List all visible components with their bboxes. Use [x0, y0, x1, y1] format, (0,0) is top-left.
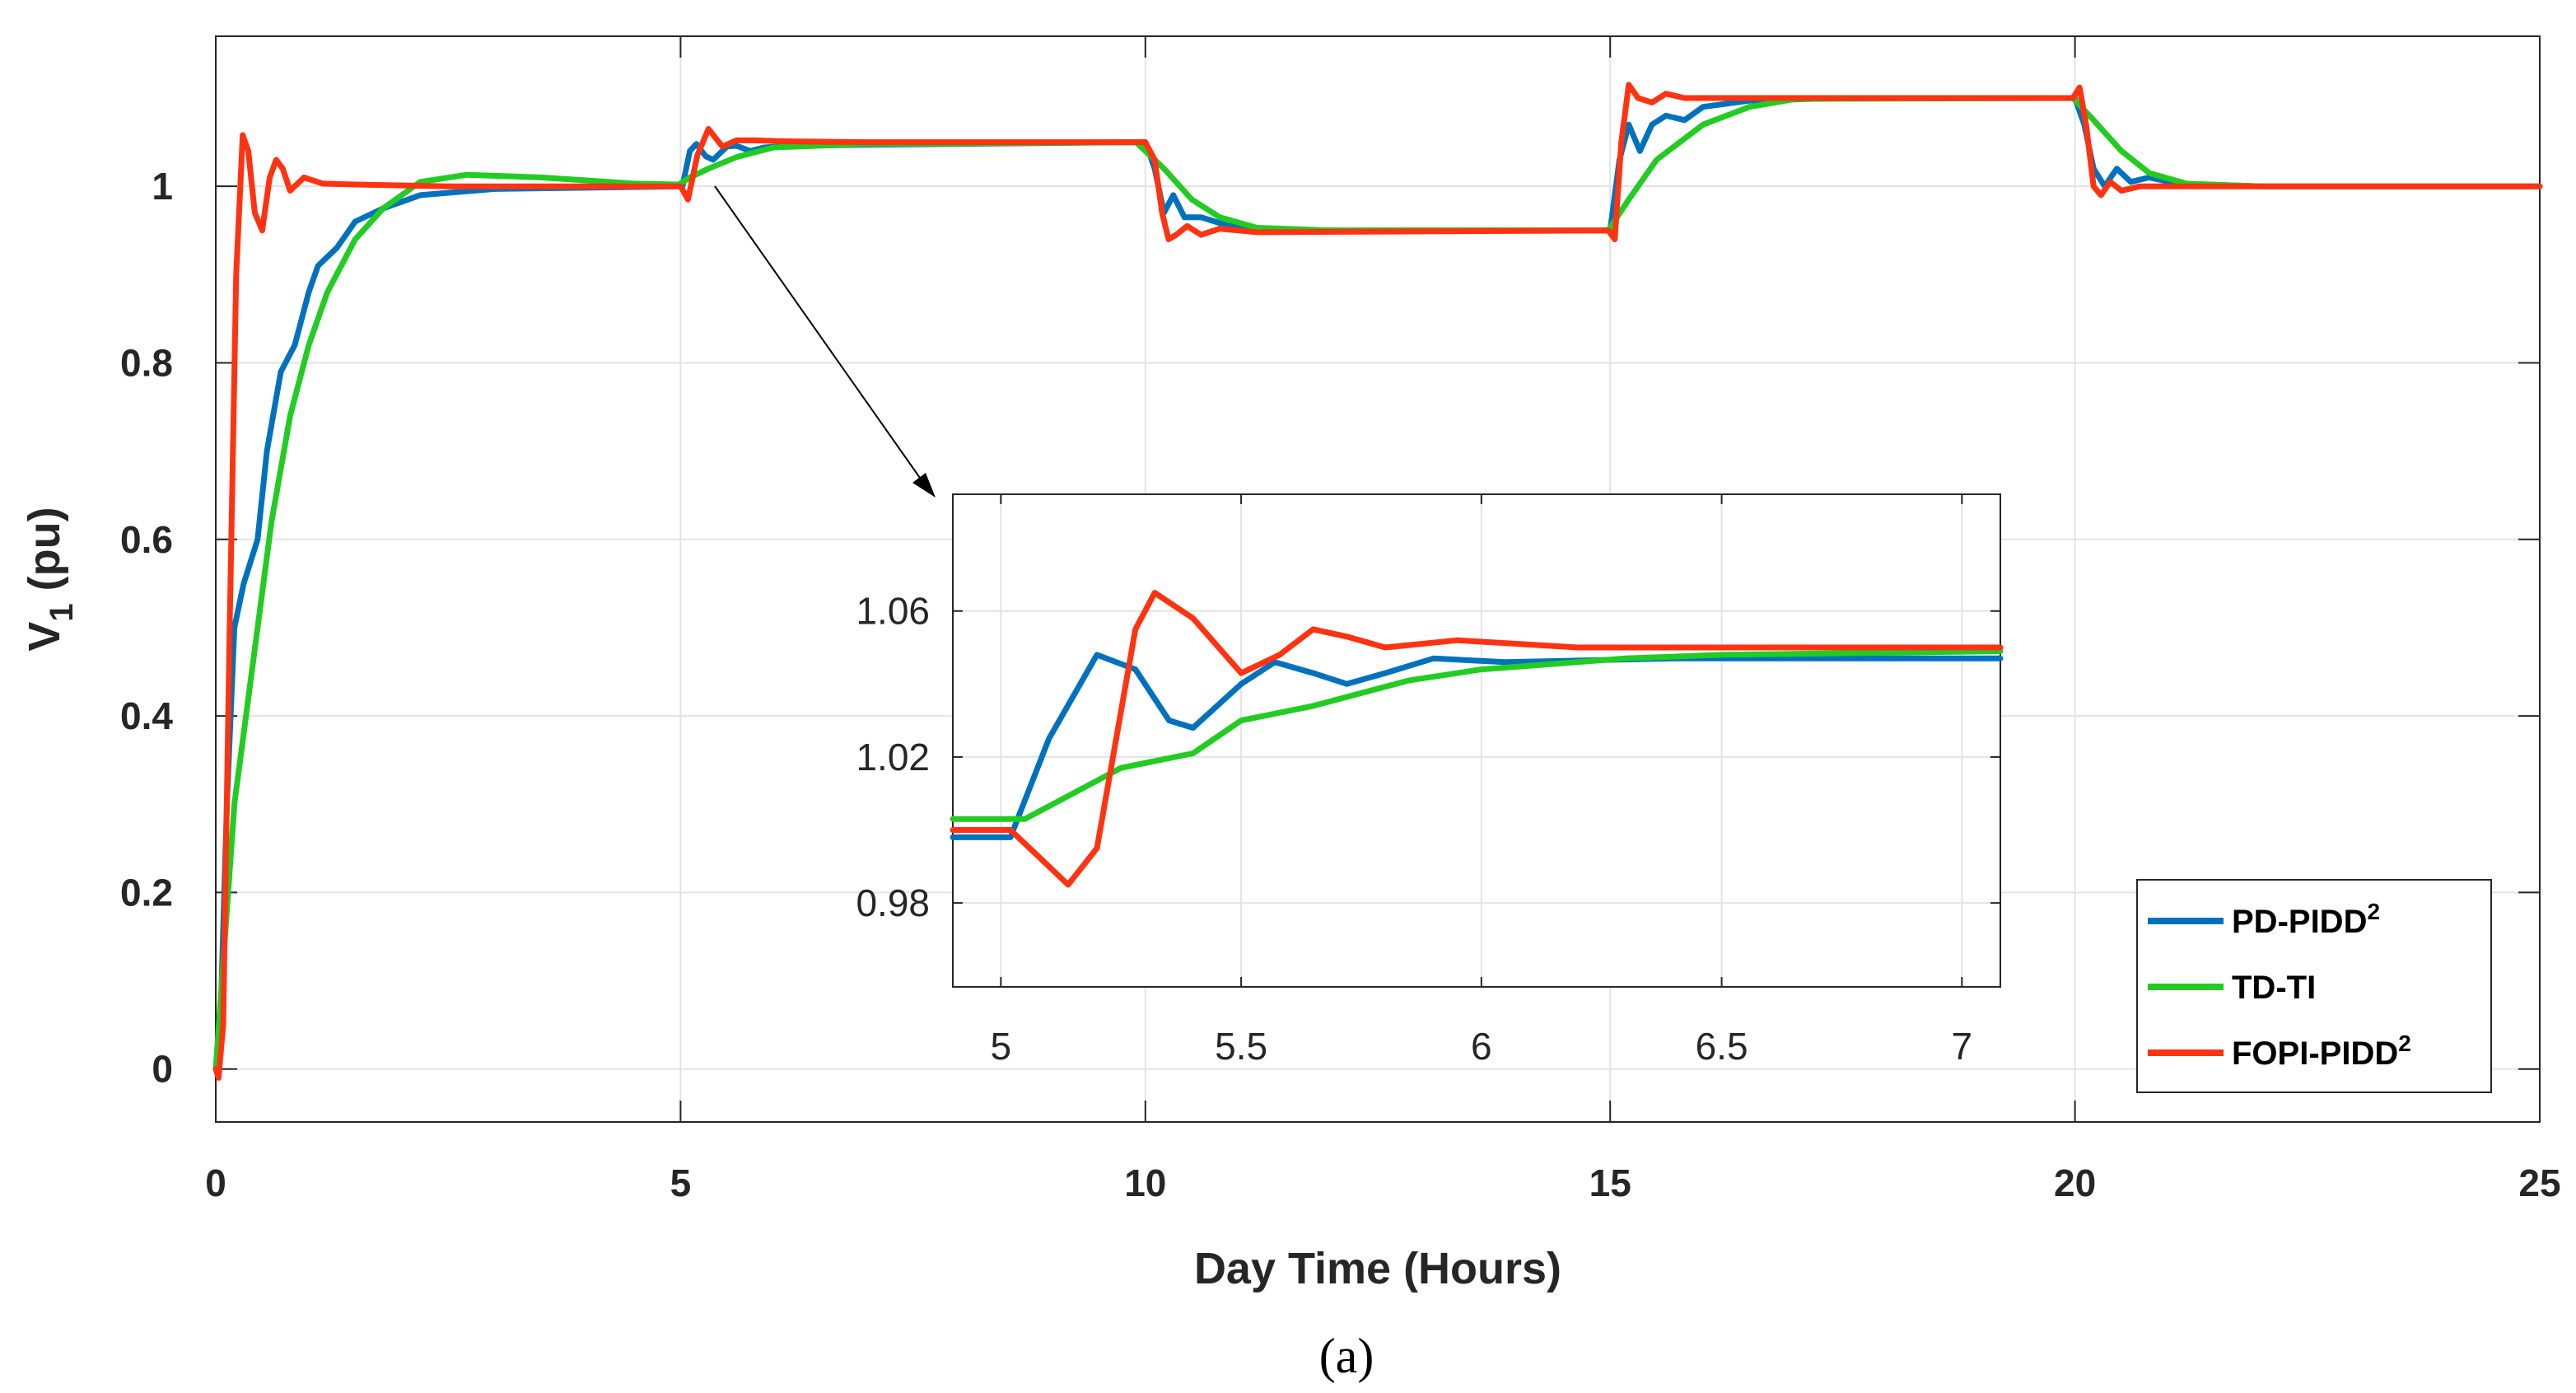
main-y-tick-label: 0.2 — [120, 871, 173, 914]
main-y-tick-label: 0.4 — [120, 694, 173, 737]
legend: PD-PIDD2 TD-TI FOPI-PIDD2 — [2136, 879, 2492, 1093]
figure-caption: (a) — [1319, 1329, 1374, 1383]
main-x-tick-label: 20 — [2054, 1162, 2096, 1204]
zoom-arrowhead — [912, 473, 936, 498]
inset-x-tick-label: 5.5 — [1215, 1025, 1267, 1068]
inset-x-tick-label: 6.5 — [1696, 1025, 1748, 1068]
main-y-tick-label: 0 — [152, 1048, 173, 1091]
inset-y-tick-label: 1.02 — [856, 736, 930, 778]
inset-x-tick-label: 5 — [991, 1025, 1012, 1068]
inset-axes-box — [952, 493, 2001, 988]
main-axes-box — [215, 35, 2541, 1123]
inset-gridlines — [953, 494, 2000, 987]
main-x-tick-label: 10 — [1124, 1162, 1166, 1204]
inset-background — [953, 494, 2000, 987]
inset-tick-labels: 5 5.5 6 6.5 7 0.98 1.02 1.06 — [856, 590, 1972, 1068]
legend-label-fopi-pidd2: FOPI-PIDD2 — [2232, 1031, 2411, 1072]
main-x-tick-label: 0 — [205, 1162, 226, 1204]
main-tick-marks — [215, 36, 2541, 1122]
main-series-fopi-pidd — [212, 82, 2543, 1081]
main-x-tick-label: 15 — [1589, 1162, 1631, 1204]
main-plot-lines — [212, 82, 2543, 1081]
legend-label-pd-pidd2: PD-PIDD2 — [2232, 899, 2380, 940]
inset-tick-marks — [953, 494, 2000, 987]
inset-series-fopi-pidd — [950, 590, 2004, 888]
inset-series-pd-pidd — [950, 652, 2004, 840]
main-y-tick-label: 0.8 — [120, 341, 173, 384]
main-y-tick-label: 1 — [152, 165, 173, 208]
y-axis-title: V1 (pu) — [20, 507, 80, 651]
inset-y-tick-label: 0.98 — [856, 881, 930, 924]
main-x-tick-label: 25 — [2518, 1162, 2560, 1204]
inset-plot-lines — [950, 590, 2004, 888]
main-x-tick-label: 5 — [670, 1162, 692, 1204]
main-tick-labels: 0 5 10 15 20 25 0 0.2 0.4 0.6 0.8 1 — [120, 165, 2561, 1204]
main-y-tick-label: 0.6 — [120, 518, 173, 561]
legend-label-td-ti: TD-TI — [2232, 970, 2316, 1006]
zoom-arrow — [714, 185, 926, 487]
inset-y-tick-label: 1.06 — [856, 590, 930, 633]
inset-x-tick-label: 7 — [1952, 1025, 1973, 1068]
inset-x-tick-label: 6 — [1471, 1025, 1492, 1068]
x-axis-title: Day Time (Hours) — [1194, 1244, 1561, 1293]
inset-series-td-ti — [950, 648, 2004, 822]
